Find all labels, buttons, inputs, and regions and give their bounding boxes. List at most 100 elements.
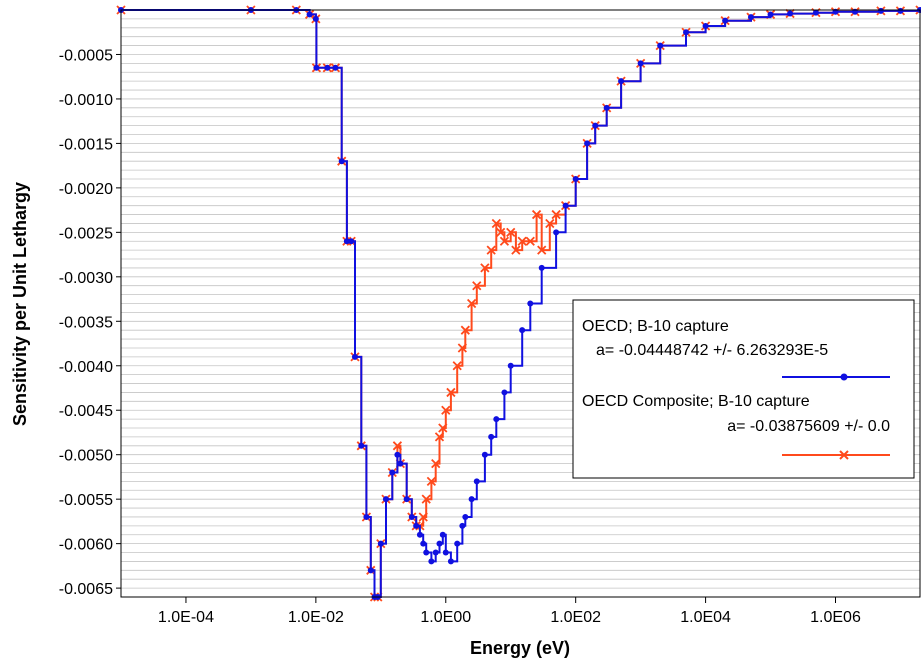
x-tick-label: 1.0E02 [550,609,601,626]
series-2-point [446,387,456,398]
y-tick-label: -0.0055 [59,492,113,509]
series-1-point [584,140,591,147]
series-2-point [480,263,490,273]
series-1-point [338,158,345,165]
series-2-point [457,343,467,353]
series-1-point [877,7,884,14]
series-2-point [452,361,462,371]
x-tick-label: 1.0E00 [420,609,471,626]
y-tick-label: -0.0065 [59,581,113,598]
series-2-point [460,325,470,335]
y-tick-label: -0.0025 [59,225,113,242]
series-1-point [538,264,545,271]
series-1-point [432,549,439,556]
series-1-point [519,327,526,334]
legend: OECD; B-10 capture a= -0.04448742 +/- 6.… [572,299,915,479]
series-1-point [442,549,449,556]
series-1-point [462,513,469,520]
legend-series-2-name: OECD Composite; B-10 capture [582,393,810,410]
series-2-point [486,245,496,255]
series-2-point [434,432,445,442]
series-2-point [491,218,501,229]
series-1-point [488,433,495,440]
y-axis-title: Sensitivity per Unit Lethargy [10,182,30,426]
series-1-point [468,496,475,503]
series-1-point [389,469,396,476]
series-2-point [537,245,547,255]
series-1-point [572,175,579,182]
x-axis-title: Energy (eV) [470,638,570,658]
series-1-point [313,64,320,71]
series-1-point [394,451,401,458]
series-1-point [377,540,384,547]
legend-series-1-stat: a= -0.04448742 +/- 6.263293E-5 [596,342,828,359]
series-1-point [618,78,625,85]
series-2-point [545,218,555,229]
series-1-point [702,23,709,30]
series-2-point [441,405,451,415]
y-tick-label: -0.0020 [59,181,113,198]
legend-box [572,299,915,479]
series-1-point [397,460,404,467]
series-2-point [472,281,482,291]
series-1-point [592,122,599,129]
x-tick-label: 1.0E06 [810,609,861,626]
series-1-point [473,478,480,485]
series-2-point [517,236,527,246]
series-2-point [496,227,506,237]
series-1-point [507,362,514,369]
series-1-point [367,567,374,574]
y-tick-label: -0.0010 [59,92,113,109]
series-1-point [767,11,774,18]
series-2-point [392,441,403,451]
y-tick-label: -0.0050 [59,448,113,465]
series-1-point [787,10,794,17]
series-1-point [324,64,331,71]
y-tick-label: -0.0060 [59,537,113,554]
series-1-point [657,42,664,49]
series-1-point [439,531,446,538]
series-1-point [637,60,644,67]
legend-series-1-marker [840,373,848,381]
series-1 [118,7,921,600]
series-layer [116,5,921,602]
series-1-point [562,202,569,209]
x-tick-label: 1.0E-02 [288,609,344,626]
y-axis-ticks: -0.0005 -0.0010 -0.0015 -0.0020 -0.0025 -0.00… [59,47,121,598]
series-2-point [431,458,441,469]
series-1-point [351,353,358,360]
series-1-point [408,513,415,520]
series-1-point [348,238,355,245]
series-1-point [603,104,610,111]
plot-frame [120,9,921,598]
y-tick-label: -0.0045 [59,403,113,420]
series-2-point [421,494,431,504]
y-tick-label: -0.0030 [59,270,113,287]
series-2-point [551,209,561,220]
legend-series-2-stat: a= -0.03875609 +/- 0.0 [727,418,890,435]
series-1-point [436,540,443,547]
series-1-point [447,558,454,565]
series-1-point [358,442,365,449]
series-2-point [466,298,477,309]
x-tick-label: 1.0E-04 [158,609,214,626]
series-1-point [812,9,819,16]
series-1-point [403,496,410,503]
series-2-point [511,245,521,255]
series-1-point [722,17,729,24]
series-1-point [416,531,423,538]
y-tick-label: -0.0015 [59,136,113,153]
series-1-point [493,416,500,423]
series-1-point [501,389,508,396]
x-tick-label: 1.0E04 [680,609,731,626]
series-1-point [481,451,488,458]
series-1-point [527,300,534,307]
series-1-point [459,522,466,529]
series-1-point [306,11,313,18]
series-2-point [499,236,510,246]
series-2-point [418,512,428,522]
series-1-point [332,64,339,71]
series-1-point [683,29,690,36]
series-1-point [553,229,560,236]
